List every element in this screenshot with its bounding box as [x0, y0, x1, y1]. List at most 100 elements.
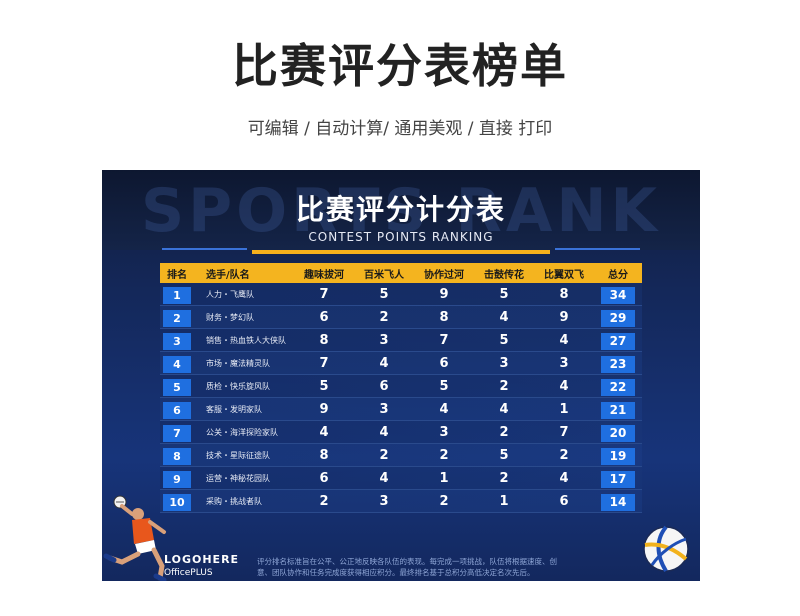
rank-cell: 1	[160, 284, 194, 304]
team-name: 技术・星际征途队	[206, 450, 270, 460]
total-cell: 29	[594, 307, 642, 327]
header-event-4: 击鼓传花	[484, 269, 524, 281]
score-event-3: 8	[439, 309, 449, 325]
score-event-3: 9	[439, 286, 449, 302]
total-cell: 20	[594, 422, 642, 442]
score-event-1: 5	[319, 378, 329, 394]
score-event-1: 8	[319, 447, 329, 463]
rank-badge: 6	[163, 402, 191, 419]
table-row: 7 公关・海洋探险家队 4 4 3 2 7 20	[160, 421, 642, 444]
total-badge: 29	[601, 310, 635, 327]
score-event-1: 2	[319, 493, 329, 509]
rank-cell: 7	[160, 422, 194, 442]
score-event-4: 5	[499, 332, 509, 348]
team-name: 质检・快乐旋风队	[206, 381, 270, 391]
card-watermark: SPORTS RANK	[140, 176, 662, 246]
table-header: 排名 选手/队名 趣味拔河 百米飞人 协作过河 击鼓传花 比翼双飞 总分	[160, 263, 642, 283]
rank-badge: 10	[163, 494, 191, 511]
rank-cell: 9	[160, 468, 194, 488]
score-event-4: 2	[499, 378, 509, 394]
score-event-3: 1	[439, 470, 449, 486]
brand-sub-text: OfficePLUS	[164, 568, 213, 578]
total-badge: 27	[601, 333, 635, 350]
table-body: 1 人力・飞鹰队 7 5 9 5 8 34 2 财务・梦幻队 6 2 8 4 9 29 3 销售・热血铁人大侠队 8…	[160, 283, 642, 513]
team-name: 财务・梦幻队	[206, 312, 254, 322]
score-event-4: 2	[499, 424, 509, 440]
team-name: 销售・热血铁人大侠队	[206, 335, 286, 345]
score-event-2: 4	[379, 355, 389, 371]
table-row: 1 人力・飞鹰队 7 5 9 5 8 34	[160, 283, 642, 306]
total-cell: 19	[594, 445, 642, 465]
rank-cell: 4	[160, 353, 194, 373]
total-badge: 19	[601, 448, 635, 465]
score-event-1: 6	[319, 470, 329, 486]
score-event-4: 5	[499, 447, 509, 463]
score-event-1: 8	[319, 332, 329, 348]
score-event-2: 2	[379, 447, 389, 463]
score-event-3: 7	[439, 332, 449, 348]
header-event-2: 百米飞人	[364, 269, 404, 281]
score-event-2: 6	[379, 378, 389, 394]
total-cell: 17	[594, 468, 642, 488]
score-event-4: 3	[499, 355, 509, 371]
card-header-band	[102, 170, 700, 250]
score-event-2: 3	[379, 401, 389, 417]
rank-badge: 4	[163, 356, 191, 373]
table-row: 4 市场・魔法精灵队 7 4 6 3 3 23	[160, 352, 642, 375]
team-name: 公关・海洋探险家队	[206, 427, 278, 437]
team-name: 市场・魔法精灵队	[206, 358, 270, 368]
score-card: SPORTS RANK 比赛评分计分表 CONTEST POINTS RANKI…	[102, 170, 700, 581]
score-event-2: 2	[379, 309, 389, 325]
score-table: 排名 选手/队名 趣味拔河 百米飞人 协作过河 击鼓传花 比翼双飞 总分 1 人力…	[160, 263, 642, 513]
score-event-4: 4	[499, 309, 509, 325]
score-event-5: 1	[559, 401, 569, 417]
header-event-5: 比翼双飞	[544, 269, 584, 281]
header-name: 选手/队名	[206, 269, 250, 281]
total-badge: 14	[601, 494, 635, 511]
total-badge: 17	[601, 471, 635, 488]
score-event-5: 4	[559, 470, 569, 486]
card-subtitle: CONTEST POINTS RANKING	[308, 230, 494, 244]
score-event-5: 3	[559, 355, 569, 371]
table-row: 3 销售・热血铁人大侠队 8 3 7 5 4 27	[160, 329, 642, 352]
rank-badge: 8	[163, 448, 191, 465]
score-event-5: 4	[559, 332, 569, 348]
table-row: 10 采购・挑战者队 2 3 2 1 6 14	[160, 490, 642, 513]
rank-cell: 5	[160, 376, 194, 396]
rank-cell: 6	[160, 399, 194, 419]
page-title: 比赛评分表榜单	[232, 39, 568, 93]
total-badge: 34	[601, 287, 635, 304]
table-row: 8 技术・星际征途队 8 2 2 5 2 19	[160, 444, 642, 467]
score-event-4: 5	[499, 286, 509, 302]
total-cell: 34	[594, 284, 642, 304]
rank-cell: 8	[160, 445, 194, 465]
footer-note: 评分排名标准旨在公平、公正地反映各队伍的表现。每完成一项挑战，队伍将根据速度、创…	[257, 557, 557, 577]
total-badge: 20	[601, 425, 635, 442]
total-cell: 23	[594, 353, 642, 373]
table-row: 6 客服・发明家队 9 3 4 4 1 21	[160, 398, 642, 421]
total-badge: 23	[601, 356, 635, 373]
card-title: 比赛评分计分表	[295, 193, 506, 226]
score-event-2: 4	[379, 424, 389, 440]
total-cell: 22	[594, 376, 642, 396]
score-event-5: 6	[559, 493, 569, 509]
rank-badge: 2	[163, 310, 191, 327]
team-name: 采购・挑战者队	[206, 496, 262, 506]
page-subtitle: 可编辑 / 自动计算/ 通用美观 / 直接 打印	[247, 119, 553, 139]
team-name: 客服・发明家队	[206, 404, 262, 414]
rank-cell: 10	[160, 491, 194, 511]
table-row: 2 财务・梦幻队 6 2 8 4 9 29	[160, 306, 642, 329]
rank-badge: 7	[163, 425, 191, 442]
frame-line-left	[162, 248, 247, 250]
table-row: 9 运营・神秘花园队 6 4 1 2 4 17	[160, 467, 642, 490]
header-event-1: 趣味拔河	[304, 269, 344, 281]
score-event-3: 3	[439, 424, 449, 440]
score-event-4: 1	[499, 493, 509, 509]
total-cell: 14	[594, 491, 642, 511]
score-event-1: 4	[319, 424, 329, 440]
rank-badge: 9	[163, 471, 191, 488]
score-event-5: 4	[559, 378, 569, 394]
team-name: 运营・神秘花园队	[206, 473, 270, 483]
header-rank: 排名	[167, 269, 187, 281]
volleyball-player-illustration	[102, 492, 187, 581]
